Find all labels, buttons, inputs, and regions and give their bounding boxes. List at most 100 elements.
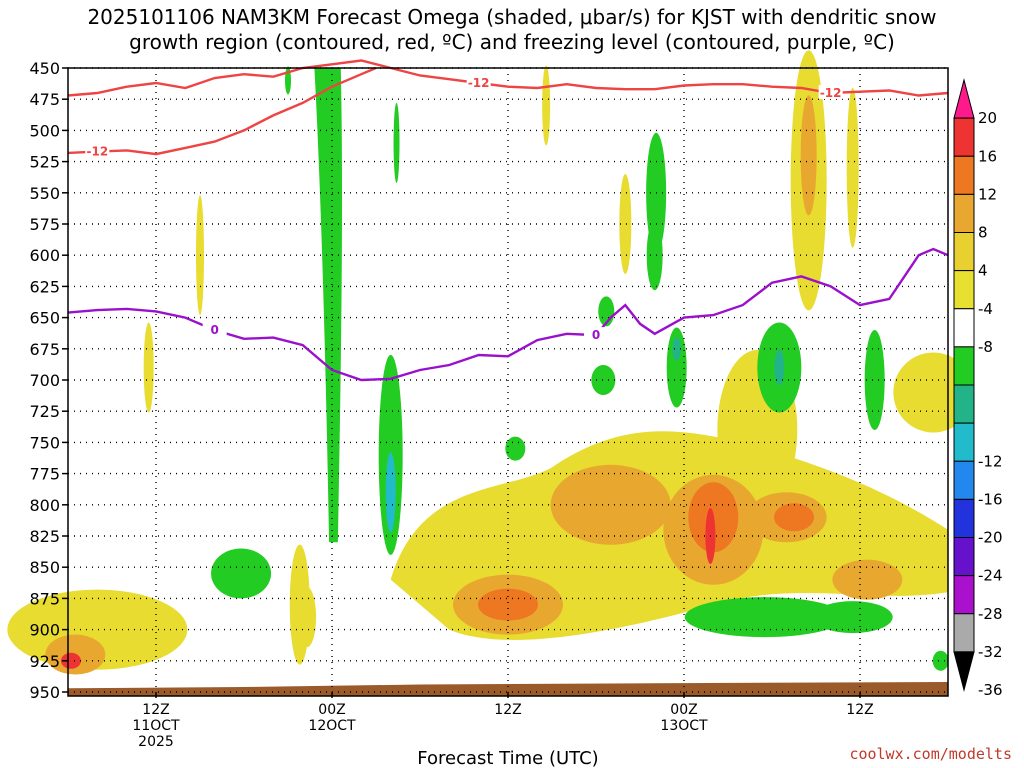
colorbar-segment [953, 498, 975, 538]
x-tick-label: 00Z [670, 702, 697, 718]
colorbar-label: 12 [978, 185, 997, 203]
contour-line [67, 59, 949, 97]
y-tick-label: 925 [29, 652, 60, 671]
colorbar-label: 20 [978, 109, 997, 127]
contour-label: 0 [210, 323, 218, 337]
shade-cyan-core [385, 452, 396, 533]
colorbar-triangle-bottom [953, 651, 975, 692]
y-tick-label: 600 [29, 246, 60, 265]
shade-green-low-band [684, 597, 845, 638]
x-axis-label: Forecast Time (UTC) [417, 748, 598, 768]
shade-orange-core7 [774, 503, 814, 532]
y-tick-label: 450 [29, 59, 60, 78]
colorbar-segment [953, 384, 975, 424]
contour-label-bg [466, 74, 491, 89]
colorbar-segment [953, 155, 975, 195]
shade-yellow-thin [619, 174, 632, 274]
colorbar-segment [953, 193, 975, 233]
shade-green-blob [211, 548, 272, 599]
shade-green-thin2 [646, 220, 663, 291]
y-tick-label: 550 [29, 184, 60, 203]
x-tick-label: 00Z [318, 702, 345, 718]
x-tick-label: 12OCT [308, 718, 356, 734]
colorbar-label: 4 [978, 262, 988, 280]
shade-green-tiny [932, 650, 949, 671]
contour-line [67, 247, 949, 382]
y-axis: 450 475 500 525 550 575 600 625 650 675 700 725 750 7… [29, 59, 68, 702]
y-tick-label: 500 [29, 121, 60, 140]
y-tick-label: 800 [29, 496, 60, 515]
colorbar-label: -32 [978, 643, 1003, 661]
colorbar: 20 16 12 8 4 -4 -8 -12 -16 -20 -24 -28 -32 -36 [953, 78, 1003, 699]
colorbar-segment [953, 537, 975, 577]
y-tick-label: 575 [29, 215, 60, 234]
colorbar-segment [953, 575, 975, 615]
credit-text: coolwx.com/modelts [849, 745, 1012, 763]
colorbar-label: 8 [978, 224, 988, 242]
contour-label: 0 [592, 328, 600, 342]
x-tick-label: 11OCT [132, 718, 180, 734]
contour-label: -12 [86, 145, 108, 159]
y-tick-label: 650 [29, 309, 60, 328]
y-tick-label: 825 [29, 527, 60, 546]
y-tick-label: 750 [29, 433, 60, 452]
colorbar-label: -12 [978, 452, 1003, 470]
colorbar-segment [953, 613, 975, 653]
shade-green-thin3 [393, 102, 400, 183]
shade-green-blob5 [591, 365, 616, 395]
contour-label-bg [202, 322, 227, 337]
y-tick-label: 475 [29, 90, 60, 109]
colorbar-label: -24 [978, 567, 1003, 585]
shade-yellow-upper-right2 [846, 87, 859, 248]
shade-orange-right [832, 559, 903, 600]
colorbar-label: -4 [978, 300, 993, 318]
contour-label: -12 [820, 86, 842, 100]
y-tick-label: 950 [29, 683, 60, 702]
colorbar-segment [953, 270, 975, 310]
contour-label-bg [85, 143, 110, 158]
y-tick-label: 725 [29, 402, 60, 421]
shade-red-lowleft [60, 652, 81, 669]
y-tick-label: 875 [29, 589, 60, 608]
colorbar-segment [953, 422, 975, 462]
colorbar-label: 16 [978, 147, 997, 165]
shade-teal-core [672, 336, 681, 361]
shade-green-blob6 [505, 436, 526, 461]
x-tick-label: 2025 [138, 734, 174, 750]
shade-green-column [314, 68, 343, 543]
y-tick-label: 675 [29, 340, 60, 359]
colorbar-segment [953, 460, 975, 500]
colorbar-label: -8 [978, 338, 993, 356]
y-tick-label: 850 [29, 558, 60, 577]
shade-yellow-thin [143, 322, 154, 413]
x-tick-label: 13OCT [660, 718, 708, 734]
contour-line [67, 66, 377, 156]
gridlines [68, 67, 948, 693]
omega-shading [7, 50, 974, 696]
shade-yellow-blob [298, 587, 317, 648]
shade-orange-core3 [550, 464, 671, 545]
contour-label-bg [818, 84, 843, 99]
shade-teal-core2 [774, 349, 785, 386]
plot-area: -12 -12 -12 0 0 [7, 50, 974, 697]
chart-title-line1: 2025101106 NAM3KM Forecast Omega (shaded… [87, 5, 936, 29]
shade-orange-core2 [478, 588, 538, 621]
colorbar-label: -36 [978, 681, 1003, 699]
shade-yellow-thin [542, 65, 551, 146]
colorbar-triangle-top [953, 78, 975, 119]
colorbar-label: -16 [978, 490, 1003, 508]
y-tick-label: 775 [29, 465, 60, 484]
contour-lines: -12 -12 -12 0 0 [67, 59, 949, 382]
contour-label: -12 [468, 76, 490, 90]
y-tick-label: 900 [29, 621, 60, 640]
shade-green-blob4 [864, 330, 885, 430]
shade-yellow-right [893, 352, 974, 433]
colorbar-segment [953, 117, 975, 157]
colorbar-segment [953, 346, 975, 386]
y-tick-label: 700 [29, 371, 60, 390]
colorbar-label: -28 [978, 605, 1003, 623]
colorbar-label: -20 [978, 529, 1003, 547]
x-tick-label: 12Z [494, 702, 521, 718]
